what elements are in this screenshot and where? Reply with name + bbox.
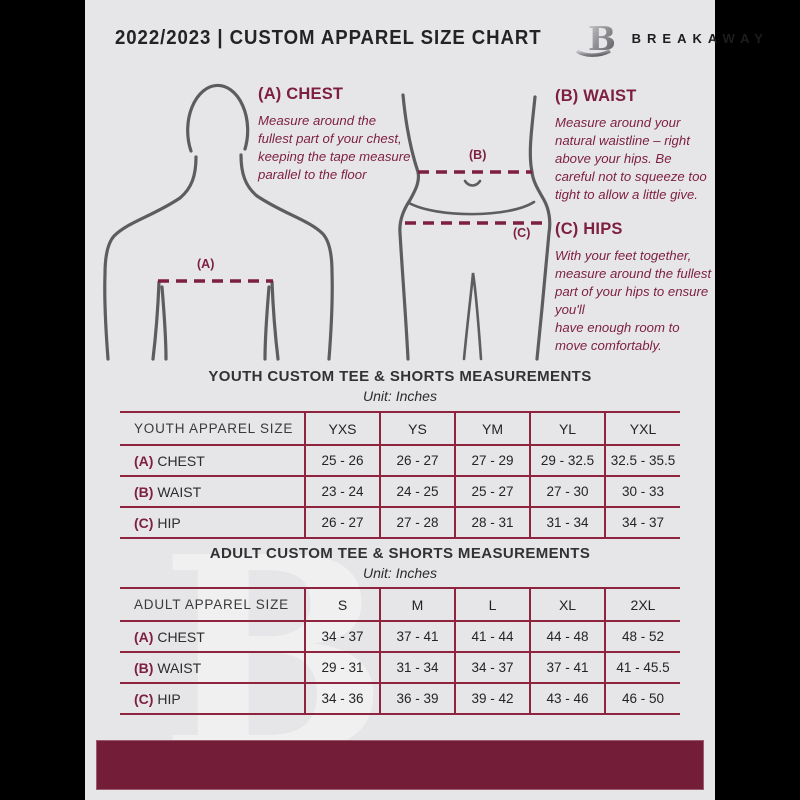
page-header: 2022/2023 | CUSTOM APPAREL SIZE CHART B … xyxy=(115,19,763,58)
youth-size-table: YOUTH APPAREL SIZE YXS YS YM YL YXL (A) … xyxy=(120,411,680,539)
youth-section-title: YOUTH CUSTOM TEE & SHORTS MEASUREMENTS xyxy=(208,368,592,385)
row-prefix: (A) xyxy=(134,452,154,469)
cell: 37 - 41 xyxy=(379,621,455,652)
table-row: (B) WAIST 23 - 24 24 - 25 25 - 27 27 - 3… xyxy=(120,476,680,507)
cell: 37 - 41 xyxy=(529,652,605,683)
adult-section-unit: Unit: Inches xyxy=(363,565,437,581)
youth-size-yl: YL xyxy=(529,412,605,445)
cell: 34 - 37 xyxy=(454,652,530,683)
waist-guide-text: Measure around your natural waistline – … xyxy=(555,115,707,202)
cell: 30 - 33 xyxy=(604,476,680,507)
cell: 31 - 34 xyxy=(379,652,455,683)
hips-guide: (C) HIPS With your feet together, measur… xyxy=(555,220,713,355)
cell: 34 - 37 xyxy=(304,621,380,652)
cell: 39 - 42 xyxy=(454,683,530,714)
youth-size-header: YOUTH APPAREL SIZE xyxy=(134,421,294,436)
cell: 36 - 39 xyxy=(379,683,455,714)
cell: 25 - 27 xyxy=(454,476,530,507)
cell: 48 - 52 xyxy=(604,621,680,652)
cell: 44 - 48 xyxy=(529,621,605,652)
brand-name: BREAKAWAY xyxy=(631,30,769,46)
cell: 46 - 50 xyxy=(604,683,680,714)
table-row: (C) HIP 26 - 27 27 - 28 28 - 31 31 - 34 … xyxy=(120,507,680,538)
adult-size-header: ADULT APPAREL SIZE xyxy=(134,597,289,612)
page-title: 2022/2023 | CUSTOM APPAREL SIZE CHART xyxy=(115,26,542,49)
marker-c-label: (C) xyxy=(513,226,531,240)
measurement-diagrams: (A) (B) (C) (A) CHEST Measure around the… xyxy=(85,75,715,375)
brand-group: B BREAKAWAY xyxy=(574,18,769,58)
cell: 28 - 31 xyxy=(454,507,530,538)
row-title: HIP xyxy=(153,690,181,707)
adult-size-m: M xyxy=(379,588,455,621)
table-row: (C) HIP 34 - 36 36 - 39 39 - 42 43 - 46 … xyxy=(120,683,680,714)
breakaway-logo-icon: B xyxy=(575,19,616,58)
youth-waist-label: (B) WAIST xyxy=(120,476,305,507)
cell: 24 - 25 xyxy=(379,476,455,507)
row-title: CHEST xyxy=(153,628,205,645)
cell: 27 - 29 xyxy=(454,445,530,476)
chest-guide: (A) CHEST Measure around the fullest par… xyxy=(258,85,412,184)
cell: 23 - 24 xyxy=(304,476,380,507)
hips-guide-heading: (C) HIPS xyxy=(555,220,623,238)
marker-a-label: (A) xyxy=(197,257,215,271)
hips-guide-text: With your feet together, measure around … xyxy=(555,248,712,353)
cell: 26 - 27 xyxy=(304,507,380,538)
youth-header-row: YOUTH APPAREL SIZE YXS YS YM YL YXL xyxy=(120,412,680,445)
adult-size-xl: XL xyxy=(529,588,605,621)
hips-outline xyxy=(398,93,552,361)
marker-b-label: (B) xyxy=(469,148,487,162)
adult-size-s: S xyxy=(304,588,380,621)
cell: 43 - 46 xyxy=(529,683,605,714)
cell: 27 - 28 xyxy=(379,507,455,538)
body-outline-diagram xyxy=(103,83,552,361)
cell: 29 - 32.5 xyxy=(529,445,605,476)
cell: 34 - 37 xyxy=(604,507,680,538)
adult-waist-label: (B) WAIST xyxy=(120,652,305,683)
table-row: (A) CHEST 34 - 37 37 - 41 41 - 44 44 - 4… xyxy=(120,621,680,652)
cell: 27 - 30 xyxy=(529,476,605,507)
cell: 41 - 45.5 xyxy=(604,652,680,683)
table-row: (A) CHEST 25 - 26 26 - 27 27 - 29 29 - 3… xyxy=(120,445,680,476)
cell: 29 - 31 xyxy=(304,652,380,683)
adult-size-2xl: 2XL xyxy=(604,588,680,621)
row-prefix: (B) xyxy=(134,483,154,500)
table-row: (B) WAIST 29 - 31 31 - 34 34 - 37 37 - 4… xyxy=(120,652,680,683)
youth-size-yxs: YXS xyxy=(304,412,380,445)
chest-guide-heading: (A) CHEST xyxy=(258,85,344,103)
row-title: WAIST xyxy=(153,483,202,500)
adult-chest-label: (A) CHEST xyxy=(120,621,305,652)
youth-size-ys: YS xyxy=(379,412,455,445)
youth-size-yxl: YXL xyxy=(604,412,680,445)
row-title: WAIST xyxy=(153,659,202,676)
footer-bar xyxy=(96,740,704,790)
measure-lines xyxy=(158,170,542,283)
youth-chest-label: (A) CHEST xyxy=(120,445,305,476)
row-title: CHEST xyxy=(153,452,205,469)
cell: 41 - 44 xyxy=(454,621,530,652)
adult-size-l: L xyxy=(454,588,530,621)
logo-letter: B xyxy=(588,19,616,58)
adult-size-table: ADULT APPAREL SIZE S M L XL 2XL (A) CHES… xyxy=(120,587,680,715)
row-prefix: (A) xyxy=(134,628,154,645)
youth-section-unit: Unit: Inches xyxy=(363,388,437,404)
adult-header-row: ADULT APPAREL SIZE S M L XL 2XL xyxy=(120,588,680,621)
cell: 26 - 27 xyxy=(379,445,455,476)
chest-guide-text: Measure around the fullest part of your … xyxy=(258,113,411,182)
row-title: HIP xyxy=(153,514,181,531)
waist-guide: (B) WAIST Measure around your natural wa… xyxy=(555,87,709,204)
cell: 25 - 26 xyxy=(304,445,380,476)
row-prefix: (C) xyxy=(134,514,154,531)
youth-hip-label: (C) HIP xyxy=(120,507,305,538)
youth-size-ym: YM xyxy=(454,412,530,445)
torso-outline xyxy=(103,83,334,361)
cell: 34 - 36 xyxy=(304,683,380,714)
adult-section-title: ADULT CUSTOM TEE & SHORTS MEASUREMENTS xyxy=(209,545,591,562)
row-prefix: (B) xyxy=(134,659,154,676)
size-chart-page: 2022/2023 | CUSTOM APPAREL SIZE CHART B … xyxy=(85,0,763,800)
adult-hip-label: (C) HIP xyxy=(120,683,305,714)
row-prefix: (C) xyxy=(134,690,154,707)
waist-guide-heading: (B) WAIST xyxy=(555,87,637,105)
cell: 31 - 34 xyxy=(529,507,605,538)
cell: 32.5 - 35.5 xyxy=(604,445,680,476)
